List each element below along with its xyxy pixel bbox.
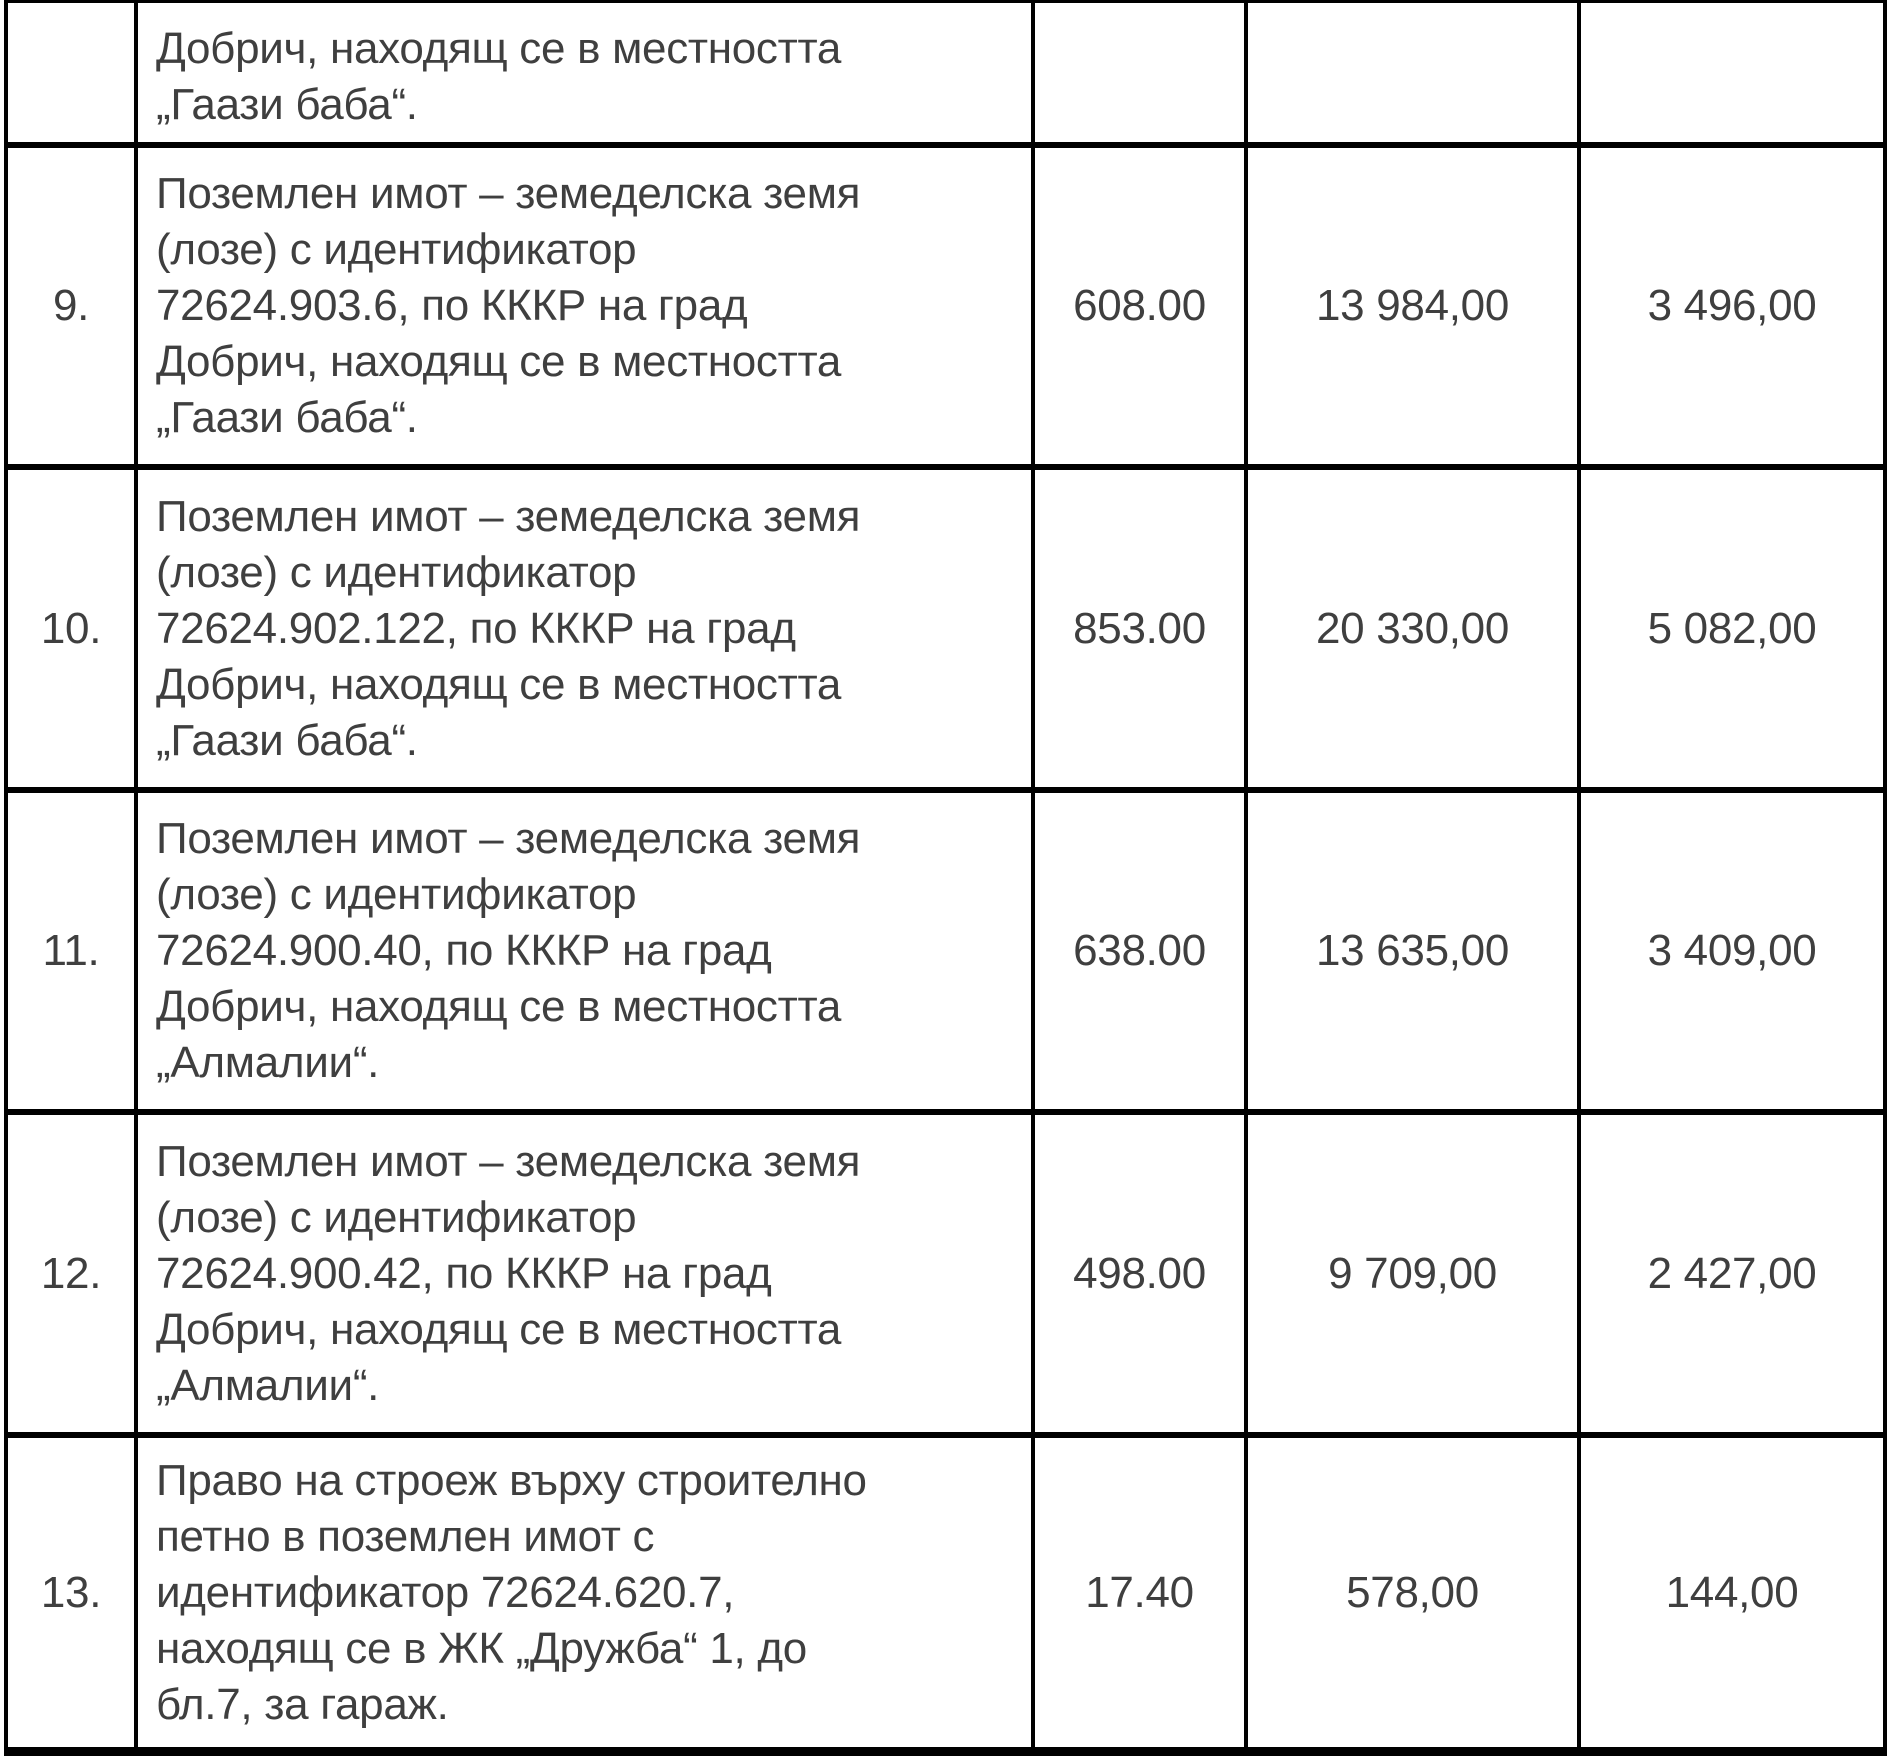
value-cell-2: 13 984,00 bbox=[1248, 148, 1581, 470]
value-cell-1: 638.00 bbox=[1035, 793, 1248, 1115]
row-number-cell: 12. bbox=[4, 1115, 138, 1438]
value-cell-1: 853.00 bbox=[1035, 470, 1248, 793]
description-cell: Право на строеж върху строително петно в… bbox=[138, 1438, 1035, 1756]
value-cell-2: 9 709,00 bbox=[1248, 1115, 1581, 1438]
row-number-cell: 11. bbox=[4, 793, 138, 1115]
value-cell-3: 144,00 bbox=[1581, 1438, 1887, 1756]
value-cell-2: 578,00 bbox=[1248, 1438, 1581, 1756]
value-cell-1 bbox=[1035, 0, 1248, 148]
description-cell: Добрич, находящ се в местността „Гаази б… bbox=[138, 0, 1035, 148]
value-cell-2 bbox=[1248, 0, 1581, 148]
value-cell-3: 3 496,00 bbox=[1581, 148, 1887, 470]
value-cell-1: 17.40 bbox=[1035, 1438, 1248, 1756]
row-number-cell: 13. bbox=[4, 1438, 138, 1756]
value-cell-2: 13 635,00 bbox=[1248, 793, 1581, 1115]
description-cell: Поземлен имот – земеделска земя (лозе) с… bbox=[138, 1115, 1035, 1438]
value-cell-3: 2 427,00 bbox=[1581, 1115, 1887, 1438]
value-cell-1: 498.00 bbox=[1035, 1115, 1248, 1438]
row-number-cell: 10. bbox=[4, 470, 138, 793]
value-cell-2: 20 330,00 bbox=[1248, 470, 1581, 793]
row-number-cell: 9. bbox=[4, 148, 138, 470]
value-cell-3: 3 409,00 bbox=[1581, 793, 1887, 1115]
value-cell-1: 608.00 bbox=[1035, 148, 1248, 470]
description-cell: Поземлен имот – земеделска земя (лозе) с… bbox=[138, 793, 1035, 1115]
value-cell-3 bbox=[1581, 0, 1887, 148]
description-cell: Поземлен имот – земеделска земя (лозе) с… bbox=[138, 148, 1035, 470]
value-cell-3: 5 082,00 bbox=[1581, 470, 1887, 793]
row-number-cell bbox=[4, 0, 138, 148]
property-table: Добрич, находящ се в местността „Гаази б… bbox=[4, 0, 1887, 1756]
description-cell: Поземлен имот – земеделска земя (лозе) с… bbox=[138, 470, 1035, 793]
